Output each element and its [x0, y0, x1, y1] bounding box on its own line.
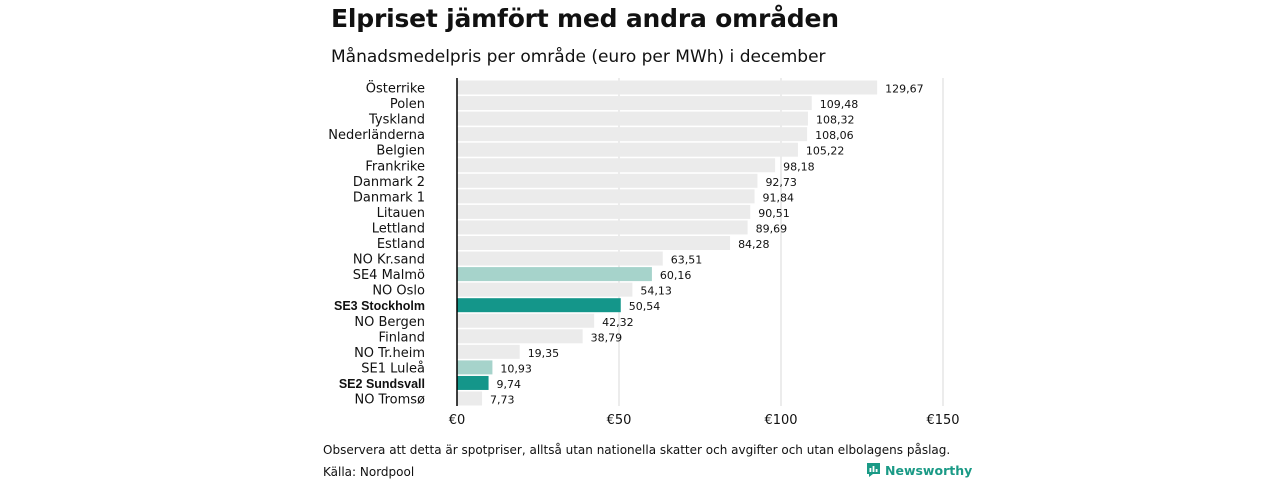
- data-label: 98,18: [783, 160, 815, 173]
- category-label: SE2 Sundsvall: [339, 377, 425, 391]
- bar: [457, 189, 755, 204]
- data-label: 19,35: [528, 347, 560, 360]
- data-label: 42,32: [602, 316, 634, 329]
- bar: [457, 344, 520, 359]
- data-label: 54,13: [640, 285, 672, 298]
- data-label: 84,28: [738, 238, 770, 251]
- category-label: SE3 Stockholm: [334, 299, 425, 313]
- bar: [457, 360, 493, 375]
- x-tick-label: €50: [607, 413, 632, 428]
- category-label: Lettland: [372, 221, 425, 236]
- bar: [457, 236, 731, 250]
- newsworthy-logo-icon: [867, 463, 880, 477]
- bar: [457, 173, 758, 188]
- data-label: 10,93: [500, 362, 532, 375]
- category-label: Polen: [390, 97, 425, 112]
- chart-title: Elpriset jämfört med andra områden: [331, 4, 839, 33]
- bar: [457, 391, 483, 406]
- category-label: Österrike: [366, 80, 425, 97]
- bar: [457, 96, 812, 111]
- data-label: 105,22: [806, 145, 845, 158]
- category-label: SE4 Malmö: [353, 268, 425, 283]
- x-tick-label: €100: [764, 413, 797, 428]
- source-label: Källa: Nordpool: [323, 465, 415, 479]
- bar: [457, 80, 878, 95]
- x-tick-label: €150: [926, 413, 959, 428]
- category-label: Finland: [379, 330, 425, 345]
- category-label: NO Kr.sand: [353, 253, 425, 268]
- bar: [457, 158, 776, 173]
- bar: [457, 220, 748, 235]
- data-label: 108,32: [816, 114, 855, 127]
- category-label: Litauen: [377, 206, 425, 221]
- footnote: Observera att detta är spotpriser, allts…: [323, 443, 951, 457]
- brand-name: Newsworthy: [885, 462, 973, 478]
- category-label: Belgien: [376, 144, 425, 159]
- bar: [457, 313, 595, 328]
- bar: [457, 111, 808, 126]
- category-label: Danmark 2: [353, 175, 425, 190]
- data-label: 109,48: [820, 98, 859, 111]
- bar: [457, 298, 621, 313]
- data-label: 38,79: [591, 331, 623, 344]
- category-label: SE1 Luleå: [361, 361, 425, 376]
- data-label: 91,84: [763, 191, 795, 204]
- data-label: 92,73: [765, 176, 797, 189]
- data-label: 7,73: [490, 394, 514, 407]
- bar: [457, 282, 633, 297]
- bar: [457, 204, 751, 219]
- category-label: Danmark 1: [353, 190, 425, 205]
- data-label: 129,67: [885, 83, 924, 96]
- category-label: NO Bergen: [354, 315, 425, 330]
- data-label: 108,06: [815, 129, 854, 142]
- bar: [457, 142, 798, 157]
- x-tick-label: €0: [449, 413, 466, 428]
- category-label: NO Oslo: [372, 284, 425, 299]
- category-label: Estland: [377, 237, 425, 252]
- category-label: Nederländerna: [328, 128, 425, 143]
- category-label: Tyskland: [368, 113, 425, 128]
- category-label: NO Tromsø: [354, 393, 425, 408]
- data-label: 63,51: [671, 254, 703, 267]
- bar: [457, 251, 663, 266]
- brand-logo[interactable]: Newsworthy: [866, 462, 972, 478]
- bar-chart: €0 €50 €100 €150 Österrike 129,67 Polen 109,48 T…: [328, 78, 960, 428]
- data-label: 90,51: [758, 207, 790, 220]
- category-label: NO Tr.heim: [354, 346, 425, 361]
- data-label: 89,69: [756, 222, 788, 235]
- bar: [457, 127, 808, 142]
- bar: [457, 267, 652, 282]
- data-label: 60,16: [660, 269, 692, 282]
- bar: [457, 329, 583, 344]
- data-label: 50,54: [629, 300, 661, 313]
- bar: [457, 375, 489, 390]
- category-label: Frankrike: [365, 159, 425, 174]
- data-label: 9,74: [497, 378, 522, 391]
- chart-subtitle: Månadsmedelpris per område (euro per MWh…: [331, 47, 826, 67]
